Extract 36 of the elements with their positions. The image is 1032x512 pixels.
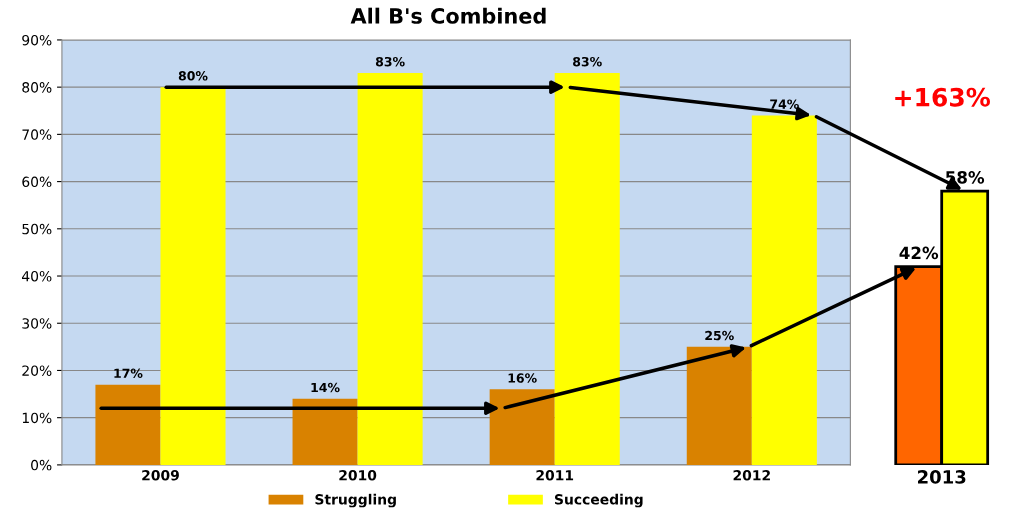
y-tick-label: 50% (22, 223, 52, 235)
x-tick-label: 2009 (142, 470, 179, 481)
bar (95, 384, 161, 465)
bar (554, 72, 620, 465)
bar (160, 87, 226, 465)
x-tick-label: 2010 (339, 470, 377, 481)
data-label: 14% (311, 382, 340, 393)
bar (489, 389, 555, 465)
bar (751, 115, 817, 465)
data-label: 83% (573, 56, 602, 67)
x-tick-label: 2011 (536, 470, 574, 481)
data-label: 16% (508, 373, 537, 383)
legend-label: Struggling (315, 493, 396, 508)
data-label: 42% (899, 246, 939, 260)
chart-title: All B's Combined (350, 7, 546, 24)
y-tick-label: 70% (22, 129, 52, 140)
data-label: 80% (178, 71, 208, 81)
x-tick-label: 2013 (918, 470, 966, 484)
x-tick-label: 2012 (733, 470, 770, 481)
bar (292, 398, 358, 465)
data-label: 25% (705, 330, 734, 341)
y-tick-label: 60% (22, 176, 52, 188)
y-tick-label: 10% (22, 412, 52, 424)
y-tick-label: 30% (22, 318, 52, 329)
data-label: 83% (375, 56, 405, 67)
legend-label: Succeeding (554, 493, 643, 508)
y-tick-label: 90% (22, 34, 52, 46)
y-tick-label: 80% (22, 82, 52, 93)
y-tick-label: 20% (22, 365, 52, 376)
annotation: +163% (895, 87, 990, 107)
bar (686, 346, 752, 465)
y-tick-label: 0% (31, 459, 52, 471)
y-tick-label: 40% (22, 270, 52, 282)
data-label: 17% (114, 368, 143, 379)
bar (357, 72, 423, 465)
data-label: 74% (770, 99, 799, 109)
